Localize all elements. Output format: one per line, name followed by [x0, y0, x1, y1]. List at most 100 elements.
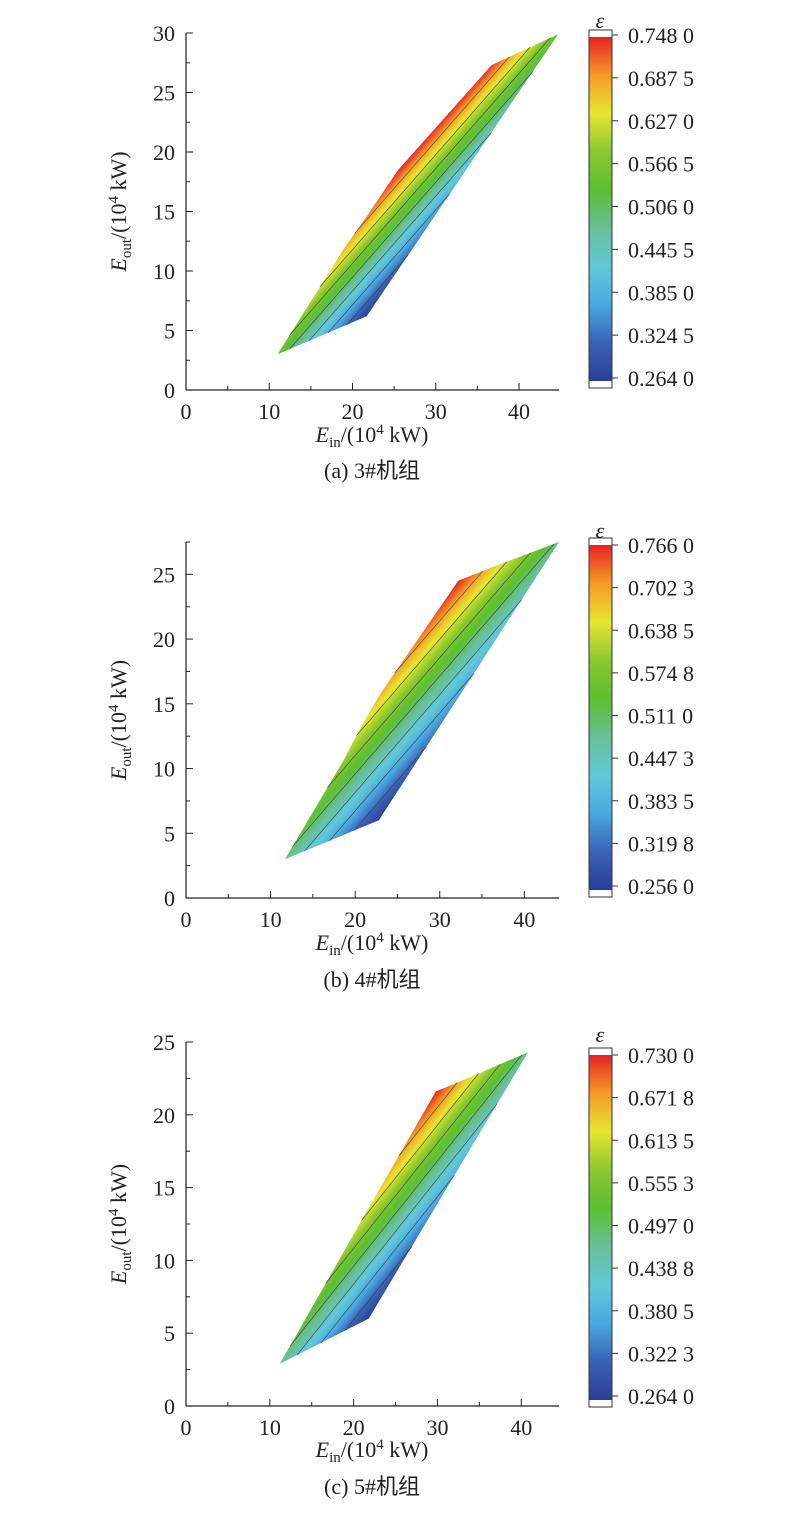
y-tick-label: 15	[153, 692, 175, 717]
colorbar-tick-label: 0.511 0	[628, 704, 693, 729]
colorbar-fill	[589, 545, 612, 890]
x-tick-label: 30	[426, 1415, 448, 1440]
label-unit-suffix: kW)	[384, 422, 429, 447]
contour-line	[353, 746, 427, 831]
x-axis-label: Ein/(104 kW)	[315, 1437, 429, 1466]
colorbar-tick-label: 0.445 5	[628, 237, 694, 262]
x-tick-label: 10	[260, 907, 282, 932]
label-subscript: in	[329, 943, 341, 959]
x-tick-label: 0	[181, 907, 192, 932]
y-axis-label: Eout/(104 kW)	[106, 1164, 135, 1285]
label-unit-prefix: /(10	[341, 1437, 376, 1462]
label-superscript: 4	[106, 1208, 122, 1216]
colorbar-tick-label: 0.687 5	[628, 66, 694, 91]
contour-fill-region	[277, 34, 559, 355]
y-tick-label: 25	[153, 1030, 175, 1055]
x-tick-label: 30	[425, 399, 447, 424]
contour-line	[329, 673, 475, 842]
x-tick-label: 0	[181, 1415, 192, 1440]
y-tick-label: 5	[164, 1321, 175, 1346]
contour-line	[296, 1103, 498, 1356]
y-tick-label: 10	[153, 259, 175, 284]
contour-line	[319, 47, 531, 287]
colorbar-tick-label: 0.380 5	[628, 1299, 694, 1324]
contour-fill-region	[285, 542, 559, 860]
contour-line	[327, 193, 450, 333]
contour-line	[354, 56, 510, 234]
chart-caption: (c) 5#机组	[324, 1474, 420, 1499]
colorbar-tick-label: 0.730 0	[628, 1043, 694, 1068]
y-axis-label: Eout/(104 kW)	[106, 151, 135, 272]
y-tick-label: 15	[153, 200, 175, 225]
contour-line	[289, 1054, 523, 1347]
label-subscript: out	[119, 1251, 135, 1271]
label-variable: E	[106, 258, 131, 273]
contour-line	[289, 37, 551, 336]
colorbar-tick-label: 0.264 0	[628, 366, 694, 391]
contour-lines	[289, 37, 551, 350]
colorbar-tick-label: 0.319 8	[628, 831, 694, 856]
colorbar-tick-label: 0.385 0	[628, 280, 694, 305]
colorbar-title: ε	[596, 8, 605, 33]
label-subscript: out	[119, 238, 135, 258]
colorbar-title: ε	[596, 1022, 605, 1047]
label-superscript: 4	[376, 422, 384, 438]
y-tick-label: 20	[153, 627, 175, 652]
label-unit-prefix: /(10	[341, 422, 376, 447]
contour-line	[304, 599, 522, 852]
contour-line	[356, 561, 507, 736]
label-superscript: 4	[106, 196, 122, 204]
colorbar-tick-label: 0.264 0	[628, 1384, 694, 1409]
colorbar-tick-label: 0.638 5	[628, 618, 694, 643]
y-tick-label: 5	[164, 821, 175, 846]
label-unit-suffix: kW)	[106, 660, 131, 705]
label-unit-prefix: /(10	[341, 930, 376, 955]
colorbar-tick-label: 0.574 8	[628, 661, 694, 686]
label-unit-suffix: kW)	[106, 151, 131, 196]
contour-fill-region	[279, 1052, 528, 1364]
colorbar-tick-label: 0.748 0	[628, 23, 694, 48]
label-unit-prefix: /(10	[106, 1216, 131, 1251]
colorbar-tick-label: 0.555 3	[628, 1171, 694, 1196]
label-variable: E	[315, 422, 330, 447]
y-tick-label: 25	[153, 81, 175, 106]
contour-line	[344, 1246, 412, 1331]
colorbar-tick-label: 0.627 0	[628, 109, 694, 134]
colorbar-tick-label: 0.324 5	[628, 323, 694, 348]
label-variable: E	[106, 766, 131, 781]
y-axis-label: Eout/(104 kW)	[106, 660, 135, 781]
y-tick-label: 20	[153, 1103, 175, 1128]
label-superscript: 4	[376, 930, 384, 946]
contour-line	[292, 543, 555, 847]
colorbar-tick-label: 0.671 8	[628, 1086, 694, 1111]
x-tick-label: 20	[343, 1415, 365, 1440]
x-tick-label: 30	[429, 907, 451, 932]
label-superscript: 4	[106, 704, 122, 712]
label-variable: E	[315, 930, 330, 955]
y-tick-label: 0	[164, 886, 175, 911]
colorbar: ε 0.748 0 0.687 5 0.627 0 0.566 5 0.506 0 0.44…	[588, 8, 694, 391]
y-tick-label: 10	[153, 757, 175, 782]
colorbar-fill	[589, 37, 612, 381]
colorbar-tick-label: 0.613 5	[628, 1128, 694, 1153]
x-tick-label: 40	[508, 399, 530, 424]
label-subscript: in	[329, 1450, 341, 1466]
label-subscript: out	[119, 747, 135, 767]
contour-line	[394, 570, 483, 674]
y-tick-label: 15	[153, 1176, 175, 1201]
y-tick-label: 20	[153, 140, 175, 165]
label-unit-suffix: kW)	[384, 1437, 429, 1462]
contour-line	[326, 552, 531, 789]
contour-line	[308, 132, 492, 342]
colorbar-tick-label: 0.447 3	[628, 746, 694, 771]
contour-line	[325, 1064, 501, 1284]
chart-caption: (a) 3#机组	[324, 458, 420, 483]
colorbar-fill	[589, 1055, 612, 1400]
label-unit-suffix: kW)	[106, 1164, 131, 1209]
label-variable: E	[315, 1437, 330, 1462]
contour-lines	[289, 1054, 523, 1356]
label-unit-prefix: /(10	[106, 712, 131, 747]
